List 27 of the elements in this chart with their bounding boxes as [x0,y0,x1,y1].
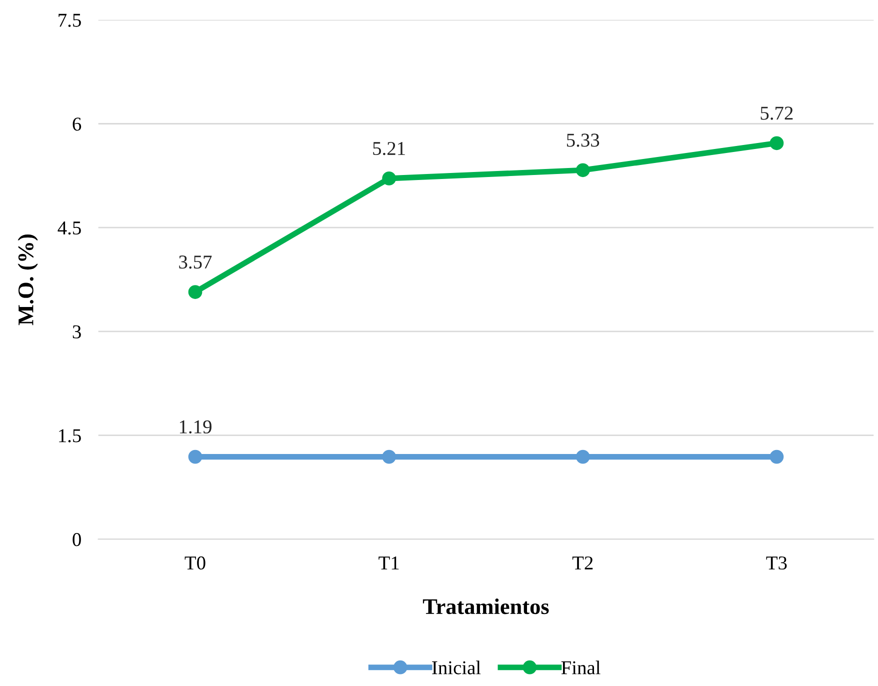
y-tick-label: 3 [72,325,81,338]
x-tick-label: T3 [766,556,787,570]
data-label: 1.19 [180,420,212,434]
x-tick-label: T0 [184,556,206,570]
data-label: 3.57 [179,256,212,269]
y-axis-title: M.O. (%) [18,234,38,326]
data-label: 5.33 [567,134,600,147]
legend-label: Inicial [432,660,481,674]
x-tick-label: T1 [378,556,399,570]
y-tick-label: 6 [72,118,82,131]
y-tick-label: 4.5 [58,222,81,235]
point [576,163,590,178]
data-label: 5.72 [760,106,793,120]
point [770,450,784,464]
y-tick-label: 0 [72,533,81,546]
point [188,285,202,299]
point [382,450,396,464]
legend-label: Final [561,660,600,674]
data-label: 5.21 [373,142,405,156]
y-tick-label: 7.5 [58,14,81,27]
point [188,450,202,464]
point [382,172,396,186]
point [770,136,784,150]
x-tick-label: T2 [572,556,593,570]
y-tick-label: 1.5 [59,429,81,442]
x-axis-title: Tratamientos [422,598,549,614]
point [576,450,590,464]
